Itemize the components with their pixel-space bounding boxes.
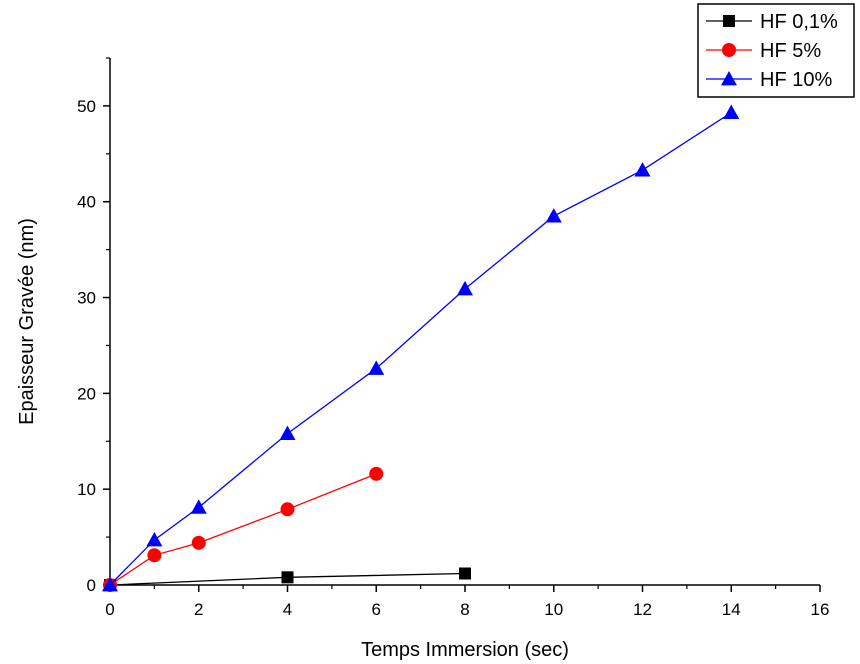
data-point <box>191 535 206 550</box>
x-axis-ticks: 0 2 4 6 8 10 12 14 16 <box>105 585 829 619</box>
y-tick-label: 50 <box>77 97 96 116</box>
legend-item: HF 10% <box>706 69 832 91</box>
data-point <box>279 425 296 441</box>
data-point <box>102 577 118 592</box>
data-point <box>459 567 471 580</box>
series-layer <box>102 104 740 592</box>
x-tick-label: 2 <box>194 600 203 619</box>
x-tick-label: 6 <box>372 600 381 619</box>
legend-label: HF 0,1% <box>760 11 838 33</box>
legend-label: HF 10% <box>760 69 832 91</box>
x-axis-title: Temps Immersion (sec) <box>361 639 569 661</box>
x-tick-label: 0 <box>105 600 114 619</box>
data-point <box>146 531 163 547</box>
x-tick-label: 12 <box>633 600 652 619</box>
legend-marker <box>722 43 736 57</box>
y-tick-label: 30 <box>77 289 96 308</box>
legend-marker <box>721 71 737 86</box>
data-point <box>190 499 207 514</box>
series-3 <box>102 104 740 592</box>
series-2 <box>103 466 384 592</box>
data-point <box>281 571 294 584</box>
data-point <box>634 162 651 177</box>
x-tick-label: 14 <box>722 600 741 619</box>
data-point <box>545 208 562 223</box>
series-line <box>109 112 732 586</box>
legend: HF 0,1% HF 5% HF 10% <box>697 3 855 98</box>
data-point <box>369 466 384 481</box>
x-tick-label: 10 <box>544 600 563 619</box>
y-tick-label: 0 <box>87 576 96 595</box>
y-tick-label: 40 <box>77 193 96 212</box>
data-point <box>457 280 473 296</box>
data-point <box>280 502 295 517</box>
data-point <box>147 548 162 563</box>
x-tick-label: 8 <box>460 600 469 619</box>
y-tick-label: 10 <box>77 480 96 499</box>
legend-item: HF 0,1% <box>706 11 838 33</box>
y-axis-title: Epaisseur Gravée (nm) <box>16 218 38 425</box>
axes: 0 2 4 6 8 10 12 14 16 0 10 20 30 40 50 <box>77 57 829 619</box>
y-axis-ticks: 0 10 20 30 40 50 <box>77 57 110 595</box>
legend-marker <box>723 15 735 27</box>
y-tick-label: 20 <box>77 384 96 403</box>
x-tick-label: 16 <box>811 600 830 619</box>
series-line <box>109 473 377 586</box>
data-point <box>723 104 740 120</box>
x-tick-label: 4 <box>283 600 292 619</box>
data-point <box>368 360 385 375</box>
legend-label: HF 5% <box>760 40 821 62</box>
legend-item: HF 5% <box>706 40 821 62</box>
